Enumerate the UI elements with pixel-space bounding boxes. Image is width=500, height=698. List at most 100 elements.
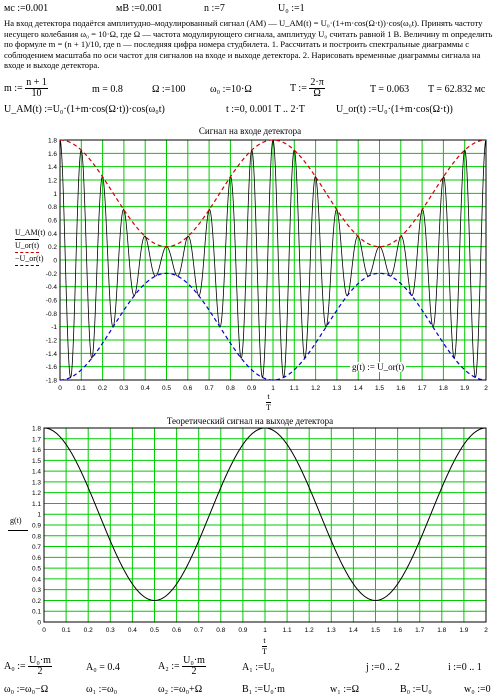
def-uam: U_AM(t) :=U₀·(1+m·cos(Ω·t))·cos(ω₀t) bbox=[4, 104, 165, 115]
y-tick-label: 0.9 bbox=[32, 523, 41, 530]
y-tick-label: 1 bbox=[53, 191, 57, 198]
chart2-title: Теоретический сигнал на выходе детектора bbox=[166, 416, 334, 426]
chart2-ylabel: g(t) bbox=[10, 516, 22, 525]
def-A0-value: A₀ = 0.4 bbox=[86, 662, 120, 673]
y-tick-label: 1.5 bbox=[32, 458, 41, 465]
y-tick-label: -1.2 bbox=[46, 338, 58, 345]
y-tick-label: 1.6 bbox=[48, 151, 57, 158]
def-B0: B₀ :=U₀ bbox=[400, 684, 432, 695]
y-tick-label: -0.6 bbox=[46, 298, 58, 305]
x-tick-label: 0.8 bbox=[226, 385, 235, 392]
x-tick-label: 0.2 bbox=[84, 627, 93, 634]
y-tick-label: -1.4 bbox=[46, 351, 58, 358]
y-tick-label: 1.3 bbox=[32, 479, 41, 486]
x-tick-label: 0.9 bbox=[238, 627, 247, 634]
x-tick-label: 1.8 bbox=[439, 385, 448, 392]
legend-uor-label: U_or(t) bbox=[15, 241, 39, 250]
x-tick-label: 1 bbox=[263, 627, 267, 634]
y-tick-label: 0.8 bbox=[48, 204, 57, 211]
x-tick-label: 2 bbox=[484, 385, 488, 392]
var-mv: мВ :=0.001 bbox=[116, 3, 163, 14]
x-tick-label: 0.5 bbox=[150, 627, 159, 634]
x-tick-label: 1 bbox=[271, 385, 275, 392]
chart1-svg: 0 0.1 0.2 0.3 0.4 0.5 0.6 0.7 0.8 0.9 1 1.1 1.2 1.3 1.… bbox=[46, 138, 488, 393]
chart1-title: Сигнал на входе детектора bbox=[198, 126, 302, 136]
chart2-legend-line bbox=[8, 530, 28, 531]
legend-neg-uor-line bbox=[15, 265, 39, 266]
y-tick-label: 0.7 bbox=[32, 544, 41, 551]
x-tick-label: 1.3 bbox=[332, 385, 341, 392]
x-tick-label: 0.6 bbox=[183, 385, 192, 392]
x-tick-label: 1.2 bbox=[305, 627, 314, 634]
def-m: m := n + 1 10 bbox=[4, 77, 48, 99]
y-tick-label: 1.2 bbox=[48, 178, 57, 185]
y-tick-label: 1.4 bbox=[32, 469, 41, 476]
series-neg-uor-line bbox=[60, 272, 486, 381]
x-tick-label: 0.4 bbox=[141, 385, 150, 392]
def-i-range: i :=0 .. 1 bbox=[448, 662, 482, 673]
y-tick-label: 0.1 bbox=[32, 609, 41, 616]
y-tick-label: 0.5 bbox=[32, 566, 41, 573]
x-tick-label: 0.8 bbox=[216, 627, 225, 634]
x-tick-label: 0.4 bbox=[128, 627, 137, 634]
legend-uam-line bbox=[15, 239, 39, 240]
def-t-range: t :=0, 0.001 T .. 2·T bbox=[226, 104, 305, 115]
x-tick-label: 0.7 bbox=[205, 385, 214, 392]
y-tick-label: -0.4 bbox=[46, 284, 58, 291]
x-tick-label: 1.9 bbox=[460, 385, 469, 392]
def-T-value: T = 0.063 bbox=[370, 84, 410, 95]
def-omega0: ω₀ :=10·Ω bbox=[210, 84, 252, 95]
chart1-legend: U_AM(t) U_or(t) −U_or(t) bbox=[15, 228, 45, 267]
def-A1: A₁ :=U₀ bbox=[242, 662, 275, 673]
x-tick-label: 0.1 bbox=[62, 627, 71, 634]
y-tick-label: 1.7 bbox=[32, 436, 41, 443]
def-m-value: m = 0.8 bbox=[92, 84, 123, 95]
y-tick-label: 1.8 bbox=[32, 426, 41, 433]
y-tick-label: 1.6 bbox=[32, 447, 41, 454]
def-T-ms: T = 62.832 мс bbox=[428, 84, 486, 95]
x-tick-label: 0.3 bbox=[106, 627, 115, 634]
x-tick-label: 1.8 bbox=[437, 627, 446, 634]
x-tick-label: 0 bbox=[58, 385, 62, 392]
def-w0-spectrum: w₀ :=0 bbox=[464, 684, 491, 695]
y-tick-label: 0 bbox=[53, 258, 57, 265]
x-tick-label: 0.7 bbox=[194, 627, 203, 634]
y-tick-label: 1.8 bbox=[48, 138, 57, 145]
x-tick-label: 1.7 bbox=[418, 385, 427, 392]
y-tick-label: 0.8 bbox=[32, 533, 41, 540]
x-tick-label: 1.9 bbox=[459, 627, 468, 634]
legend-neg-uor-label: −U_or(t) bbox=[15, 254, 44, 263]
var-n: n :=7 bbox=[204, 3, 225, 14]
x-tick-label: 1.1 bbox=[290, 385, 299, 392]
m-fraction: n + 1 10 bbox=[25, 77, 48, 99]
def-A2: A₂ := U₀·m 2 bbox=[158, 655, 206, 677]
var-u0: U₀ :=1 bbox=[278, 3, 305, 14]
series-g-line bbox=[43, 427, 487, 601]
x-tick-label: 0.2 bbox=[98, 385, 107, 392]
y-tick-label: -0.2 bbox=[46, 271, 58, 278]
def-w1: ω₁ :=ω₀ bbox=[86, 684, 118, 695]
legend-uam-label: U_AM(t) bbox=[15, 228, 46, 237]
y-tick-label: 1.4 bbox=[48, 164, 57, 171]
y-tick-label: 1.2 bbox=[32, 490, 41, 497]
def-T: T := 2·π Ω bbox=[290, 77, 325, 99]
def-omega: Ω :=100 bbox=[152, 84, 186, 95]
y-tick-label: 0.3 bbox=[32, 587, 41, 594]
y-tick-label: -0.8 bbox=[46, 311, 58, 318]
x-tick-label: 1.6 bbox=[396, 385, 405, 392]
A0-fraction: U₀·m 2 bbox=[28, 655, 52, 677]
A2-fraction: U₀·m 2 bbox=[182, 655, 206, 677]
chart1-annotation: g(t) := U_or(t) bbox=[350, 362, 407, 372]
task-paragraph: На вход детектора подаётся амплитудно–мо… bbox=[4, 18, 493, 71]
x-tick-label: 0.6 bbox=[172, 627, 181, 634]
def-w1-spectrum: w₁ :=Ω bbox=[330, 684, 360, 695]
y-tick-label: 1 bbox=[37, 512, 41, 519]
y-tick-label: 1.1 bbox=[32, 501, 41, 508]
x-tick-label: 1.2 bbox=[311, 385, 320, 392]
x-tick-label: 2 bbox=[484, 627, 488, 634]
series-uor-line bbox=[60, 139, 486, 248]
T-fraction: 2·π Ω bbox=[309, 77, 325, 99]
def-w2: ω₂ :=ω₀+Ω bbox=[158, 684, 203, 695]
x-tick-label: 1.5 bbox=[371, 627, 380, 634]
